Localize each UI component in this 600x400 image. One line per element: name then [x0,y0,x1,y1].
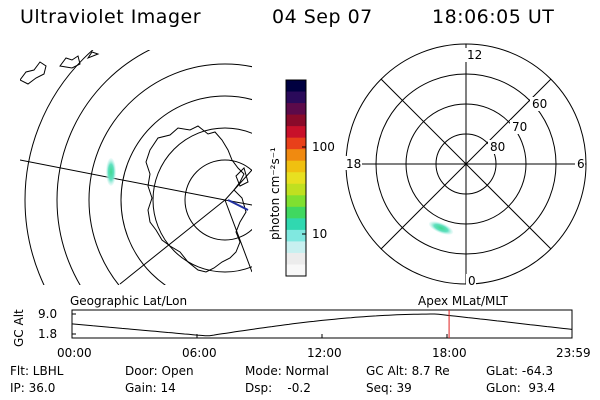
xtick-label-1800: 18:00 [432,346,467,360]
right-panel-label: Apex MLat/MLT [418,294,508,308]
colorbar-cell [286,183,306,196]
dsp-info: Dsp: -0.2 [245,381,311,395]
lon-line [224,199,252,273]
colorbar-cell [286,195,306,208]
glon-info: GLon: 93.4 [486,381,556,395]
altitude-curve [71,313,573,337]
colorbar-cell [286,241,306,254]
colorbar-label: photon cm⁻²s⁻¹ [268,147,282,240]
glat-info: GLat: -64.3 [486,364,553,378]
colorbar-cell [286,91,306,104]
colorbar-cell [286,149,306,162]
altitude-plot-frame [71,309,573,339]
mlt-label-0: 0 [468,274,476,288]
coastline [145,125,247,273]
colorbar-cell [286,172,306,185]
seq-info: Seq: 39 [366,381,412,395]
geographic-map [20,50,252,285]
colorbar-cell [286,206,306,219]
lat-circle [152,127,252,273]
colorbar-frame [285,79,307,277]
colorbar-cell [286,80,306,93]
lat-circle [184,159,252,241]
colorbar-cell [286,103,306,116]
mlt-label-18: 18 [346,157,361,171]
colorbar-tick-10: 10 [312,227,327,241]
lat-circle [56,50,151,285]
aurora-emission-right [428,221,454,235]
ip-info: IP: 36.0 [10,381,56,395]
coastline-north [20,51,249,187]
colorbar-tick-100: 100 [312,140,335,154]
colorbar-cell [286,252,306,265]
colorbar-cell [286,137,306,150]
mlat-label-80: 80 [490,140,505,154]
mode-info: Mode: Normal [245,364,329,378]
date-label: 04 Sep 07 [272,6,373,28]
lon-line [119,199,226,285]
door-info: Door: Open [125,364,194,378]
subsatellite-track [227,199,249,211]
xtick-label-1200: 12:00 [307,346,342,360]
lat-circle [120,95,252,285]
polar-plot [345,43,587,285]
lon-line [20,159,226,201]
ytick-label-1.8: 1.8 [38,327,57,341]
lon-line [224,169,252,201]
altitude-ylabel: GC Alt [12,309,26,347]
mlat-label-70: 70 [512,120,527,134]
lat-circle [88,63,252,285]
lat-circle [24,50,94,285]
ytick-label-9: 9.0 [38,307,57,321]
time-label: 18:06:05 UT [432,6,555,28]
colorbar-cell [286,114,306,127]
mlt-label-6: 6 [577,157,585,171]
colorbar-cell [286,126,306,139]
mlat-label-60: 60 [532,97,547,111]
gc-alt-info: GC Alt: 8.7 Re [366,364,450,378]
instrument-title: Ultraviolet Imager [20,6,202,28]
mlt-line-diagonal [380,78,552,250]
xtick-label-0600: 06:00 [182,346,217,360]
altitude-plot: 9.0 1.8 GC Alt 00:00 06:00 12:00 18:00 2… [12,307,591,360]
filter-info: Flt: LBHL [10,364,64,378]
left-panel-label: Geographic Lat/Lon [70,294,188,308]
xtick-label-0000: 00:00 [57,346,92,360]
colorbar-cell [286,229,306,242]
colorbar-cell [286,218,306,231]
mlt-label-12: 12 [467,48,482,62]
gain-info: Gain: 14 [125,381,176,395]
xtick-label-2359: 23:59 [556,346,591,360]
colorbar-cell [286,264,306,277]
aurora-emission-left [106,158,116,186]
colorbar-cell [286,160,306,173]
colorbar: 100 10 photon cm⁻²s⁻¹ [268,79,335,277]
